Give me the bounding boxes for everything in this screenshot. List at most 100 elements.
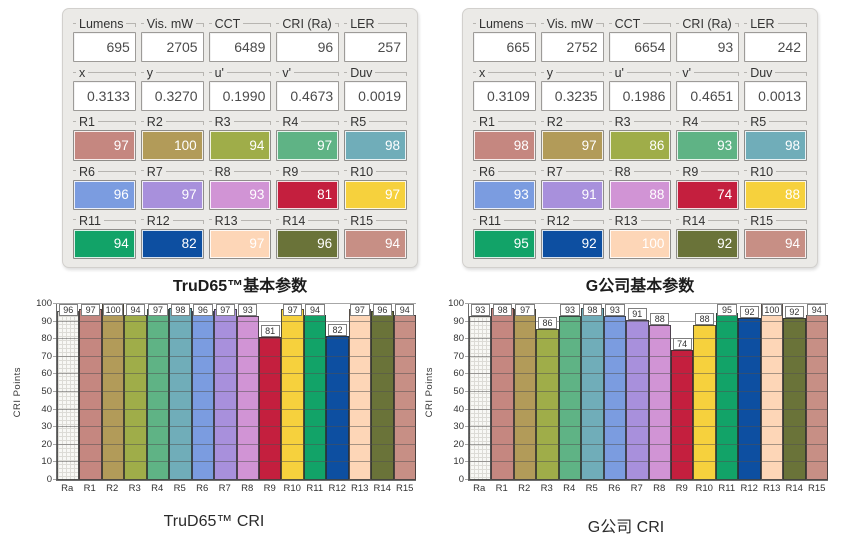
- x-tick-label-r10: R10: [695, 483, 713, 494]
- bar-value-label-r7: 97: [215, 304, 235, 317]
- cri-label-text: R12: [146, 213, 170, 228]
- cri-cell-r12: R12 82: [140, 213, 204, 259]
- x-tick-label-r3: R3: [540, 483, 553, 494]
- bar-value-label-r6: 93: [605, 304, 625, 317]
- bar-column-r2: 100: [101, 304, 125, 480]
- x-tick-label-r2: R2: [518, 483, 531, 494]
- bar-value-label-r2: 100: [103, 304, 123, 317]
- x-tick-label-r2: R2: [106, 483, 119, 494]
- y-axis-title-text: CRI Points: [11, 366, 23, 418]
- cri-swatch-r5: 98: [744, 130, 807, 161]
- cri-label-r3: R3: [609, 115, 672, 129]
- x-axis-ticks: Ra R1 R2 R3 R4 R5 R6 R7 R8 R9 R10 R11 R12 R13 R14 R15: [468, 483, 828, 497]
- cri-swatch-r6: 96: [73, 179, 136, 210]
- y-tick-label: 30: [41, 421, 52, 433]
- bar-column-r7: 91: [626, 304, 649, 480]
- param-label-vis-mw: Vis. mW: [141, 17, 204, 31]
- param-value-ler: 242: [744, 32, 807, 63]
- param-cell-ler: LER 242: [744, 17, 807, 63]
- bar-column-r5: 98: [581, 304, 604, 480]
- bar-column-r2: 97: [513, 304, 537, 480]
- y-tick-label: 0: [458, 474, 464, 485]
- y-tick-label: 10: [453, 456, 464, 468]
- cri-label-r8: R8: [609, 165, 672, 179]
- param-cell-duv: Duv 0.0019: [344, 66, 407, 112]
- param-cell-ler: LER 257: [344, 17, 407, 63]
- x-tick-label-r6: R6: [608, 483, 621, 494]
- cri-label-text: R14: [282, 213, 306, 228]
- bar-column-r14: 92: [783, 304, 806, 480]
- param-cell-cct: CCT 6489: [208, 17, 272, 63]
- cri-swatch-r3: 86: [608, 130, 672, 161]
- bar-value-label-ra: 93: [470, 304, 490, 317]
- bar-r9: [670, 349, 694, 480]
- param-value-cct: 6654: [608, 32, 672, 63]
- bar-r12: [738, 318, 761, 480]
- param-label-text: Duv: [750, 66, 773, 81]
- cri-label-r15: R15: [744, 214, 807, 228]
- cri-label-text: R10: [350, 164, 374, 179]
- bar-r13: [760, 304, 784, 480]
- cri-label-text: R3: [214, 115, 231, 130]
- param-label-ler: LER: [344, 17, 407, 31]
- param-label-text: CCT: [214, 17, 241, 31]
- cri-cell-r6: R6 93: [473, 165, 536, 210]
- x-tick-label-r15: R15: [808, 483, 826, 494]
- cri-swatch-r2: 97: [540, 130, 604, 161]
- cri-cell-r7: R7 91: [540, 165, 604, 210]
- bar-r3: [124, 314, 147, 480]
- bar-r2: [513, 309, 537, 480]
- param-cell-x: x 0.3109: [473, 66, 536, 112]
- x-tick-label-r3: R3: [128, 483, 141, 494]
- cri-swatch-r6: 93: [473, 179, 536, 210]
- x-tick-label-r9: R9: [263, 483, 276, 494]
- cri-label-text: R9: [682, 164, 699, 179]
- param-label-text: CCT: [614, 17, 641, 31]
- y-axis-ticks: 0 10 20 30 40 50 60 70 80 90 100: [438, 299, 466, 485]
- bar-r11: [715, 312, 739, 480]
- param-label-y: y: [141, 66, 204, 80]
- cri-label-r3: R3: [209, 115, 272, 129]
- cri-label-text: R1: [479, 115, 495, 130]
- bar-column-ra: 96: [57, 304, 80, 480]
- param-label-duv: Duv: [744, 66, 807, 80]
- cri-label-text: R1: [79, 115, 95, 130]
- x-tick-label-r1: R1: [495, 483, 508, 494]
- bars-row: 93 98 97 86 93 98 93 91 88 74 88 95 92 100 92 94: [469, 304, 828, 480]
- bar-column-r11: 94: [303, 304, 327, 480]
- param-label-lumens: Lumens: [73, 17, 136, 31]
- bar-value-label-r7: 91: [627, 307, 647, 320]
- cri-swatch-r4: 97: [276, 130, 340, 161]
- bar-ra: [469, 316, 492, 480]
- params-panel-trud65: Lumens 695 Vis. mW 2705 CCT 6489 CRI (Ra) 96 LER…: [62, 8, 418, 268]
- cri-cell-r6: R6 96: [73, 165, 136, 210]
- bar-value-label-r1: 98: [493, 304, 513, 317]
- bar-value-label-r1: 97: [81, 304, 101, 317]
- params-panel-gcompany: Lumens 665 Vis. mW 2752 CCT 6654 CRI (Ra) 93 LER…: [462, 8, 818, 268]
- param-label-v: v': [676, 66, 739, 80]
- bar-column-r8: 93: [236, 304, 259, 480]
- param-cell-duv: Duv 0.0013: [744, 66, 807, 112]
- bar-column-ra: 93: [469, 304, 492, 480]
- bar-r6: [191, 311, 215, 480]
- cri-label-r2: R2: [141, 115, 204, 129]
- cri-label-r4: R4: [276, 115, 339, 129]
- param-value-cct: 6489: [208, 32, 272, 63]
- y-axis-title: CRI Points: [422, 304, 436, 480]
- cri-label-r14: R14: [276, 214, 339, 228]
- cri-cell-r4: R4 97: [276, 115, 340, 161]
- bar-r1: [79, 309, 102, 480]
- cri-label-r1: R1: [473, 115, 536, 129]
- bar-value-label-r5: 98: [170, 304, 191, 317]
- param-cell-vis-mw: Vis. mW 2705: [140, 17, 204, 63]
- bar-value-label-r14: 96: [372, 304, 392, 317]
- x-tick-label-r7: R7: [630, 483, 643, 494]
- y-tick-label: 50: [453, 386, 464, 397]
- param-value-duv: 0.0013: [744, 81, 807, 112]
- param-label-x: x: [73, 66, 136, 80]
- cri-label-text: R10: [750, 164, 774, 179]
- bar-r13: [348, 309, 372, 480]
- bar-value-label-r6: 96: [193, 304, 213, 317]
- param-label-text: CRI (Ra): [682, 17, 732, 31]
- bar-value-label-r14: 92: [784, 306, 804, 319]
